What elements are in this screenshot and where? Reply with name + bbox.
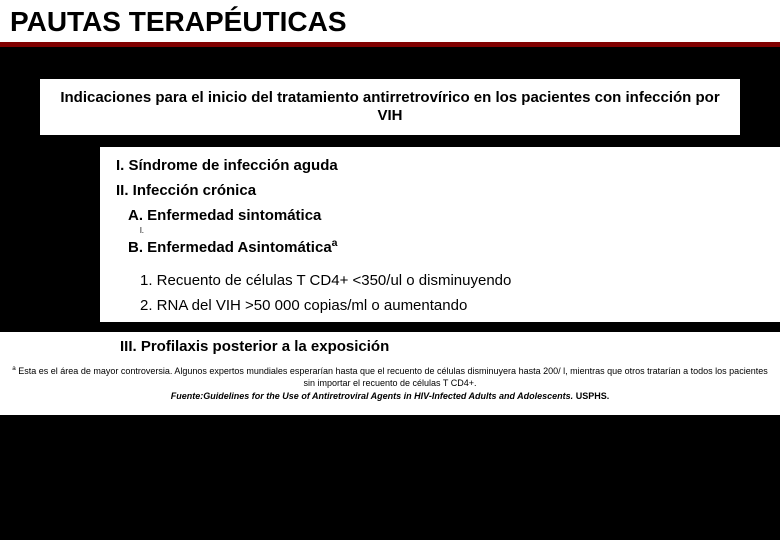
source-label: Fuente: xyxy=(171,391,204,401)
item-ii-a: A. Enfermedad sintomática xyxy=(128,207,764,224)
footnote-body: Esta es el área de mayor controversia. A… xyxy=(16,366,768,388)
footnote-panel: III. Profilaxis posterior a la exposició… xyxy=(0,332,780,415)
slide-title: PAUTAS TERAPÉUTICAS xyxy=(0,0,780,47)
item-iii: III. Profilaxis posterior a la exposició… xyxy=(120,338,770,355)
source-org: USPHS. xyxy=(573,391,609,401)
footnote-text: a Esta es el área de mayor controversia.… xyxy=(10,365,770,389)
sub-bullet: l. xyxy=(140,226,764,235)
item-ii-b-sup: a xyxy=(332,237,338,249)
item-i: I. Síndrome de infección aguda xyxy=(116,157,764,174)
source-title: Guidelines for the Use of Antiretroviral… xyxy=(203,391,573,401)
item-ii-2: 2. RNA del VIH >50 000 copias/ml o aumen… xyxy=(140,297,764,314)
indications-heading: Indicaciones para el inicio del tratamie… xyxy=(60,89,719,124)
content-panel: I. Síndrome de infección aguda II. Infec… xyxy=(100,147,780,322)
item-ii: II. Infección crónica xyxy=(116,182,764,199)
item-ii-b-text: B. Enfermedad Asintomática xyxy=(128,239,332,256)
indications-heading-box: Indicaciones para el inicio del tratamie… xyxy=(40,79,740,135)
title-text: PAUTAS TERAPÉUTICAS xyxy=(10,6,347,37)
footnote-source: Fuente:Guidelines for the Use of Antiret… xyxy=(10,391,770,401)
item-ii-1: 1. Recuento de células T CD4+ <350/ul o … xyxy=(140,272,764,289)
item-ii-b: B. Enfermedad Asintomáticaa xyxy=(128,237,764,256)
